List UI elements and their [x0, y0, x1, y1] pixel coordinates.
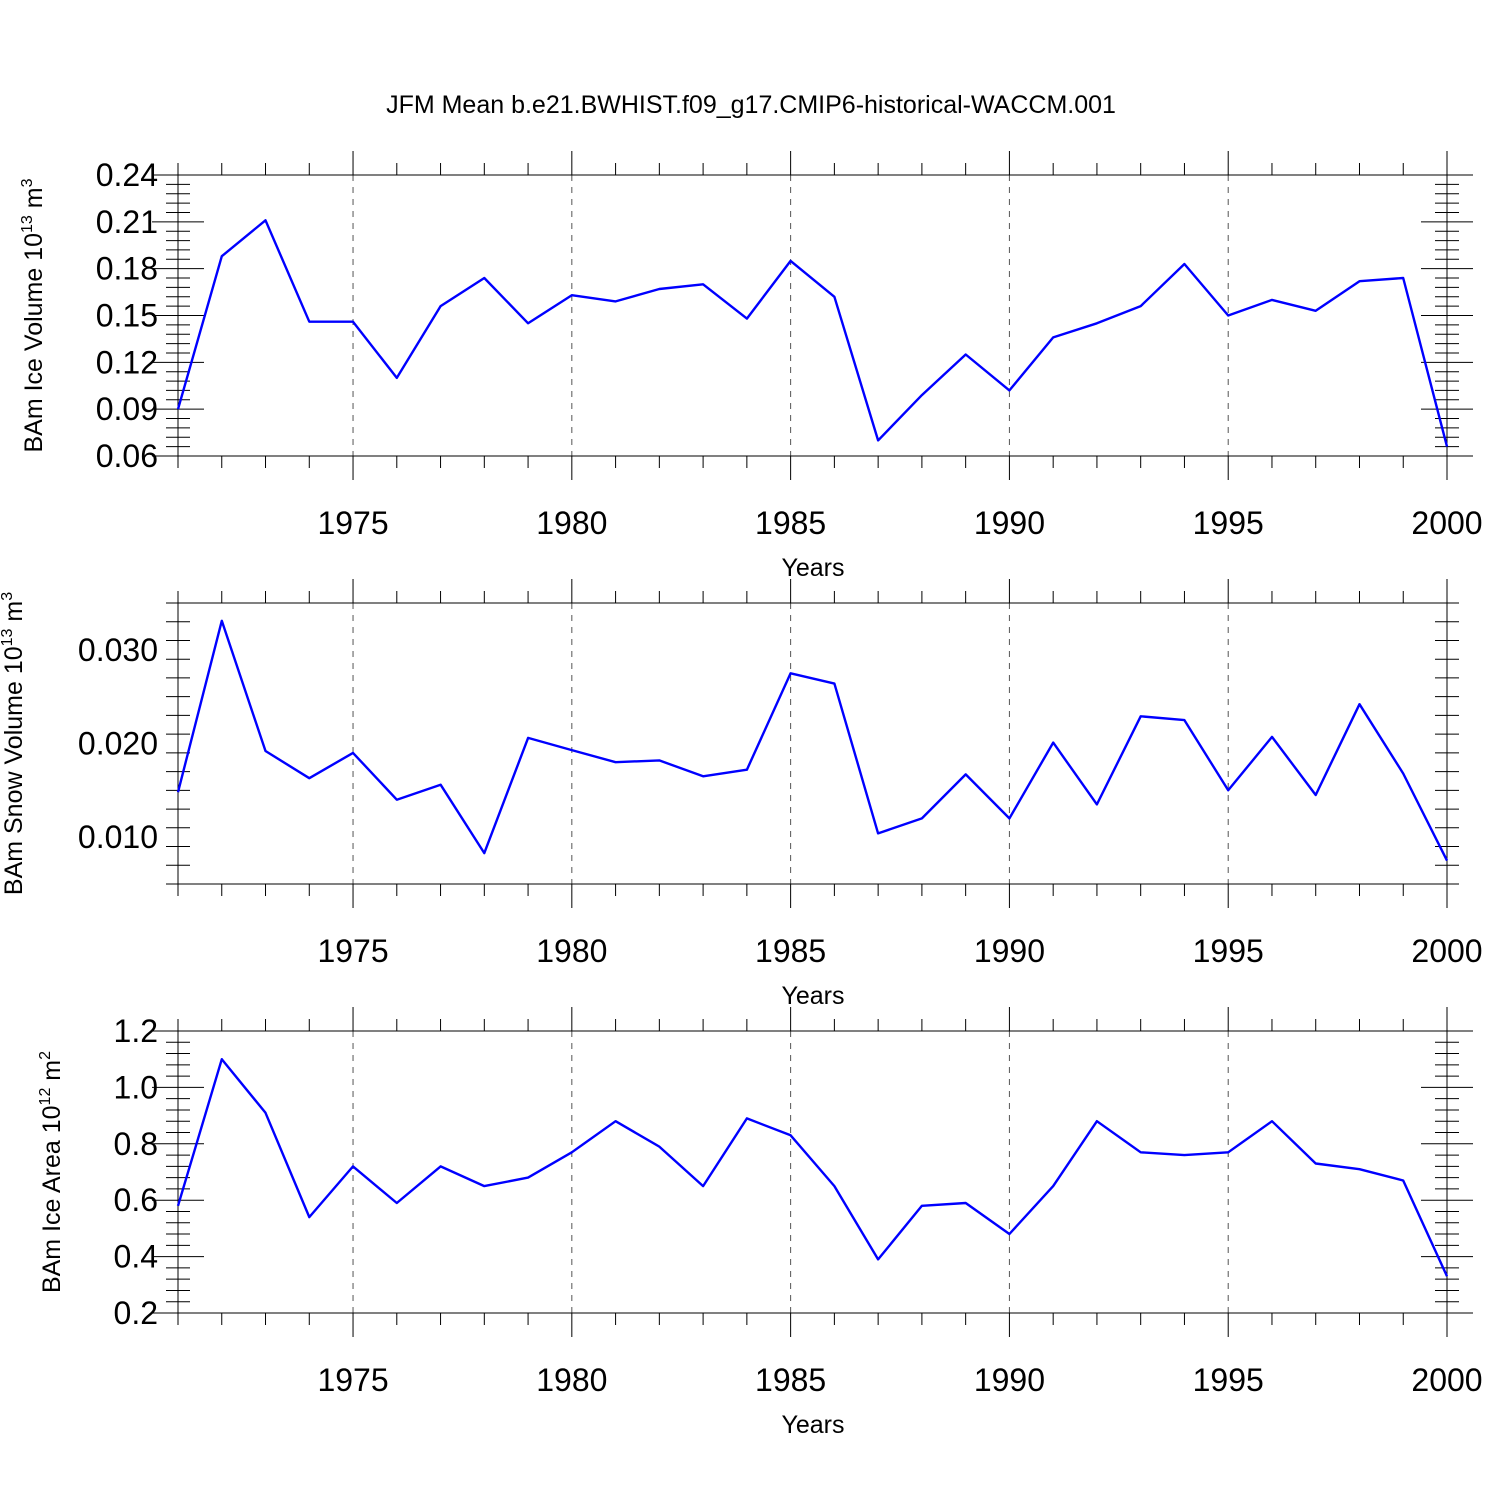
y-axis-title-unit-exponent: 3 [19, 178, 36, 187]
x-axis-title: Years [781, 982, 844, 1010]
x-tick-label: 1990 [974, 1362, 1045, 1398]
panel-ice-volume: 0.06 0.09 0.12 0.15 0.18 0.21 0.24 1975 1980 1985… [19, 151, 1483, 582]
y-tick-label: 0.06 [96, 438, 158, 474]
y-tick-label: 0.4 [114, 1239, 158, 1275]
y-axis-title-unit: m [0, 601, 28, 629]
x-tick-label: 1985 [755, 1362, 826, 1398]
chart-title: JFM Mean b.e21.BWHIST.f09_g17.CMIP6-hist… [386, 91, 1116, 119]
x-tick-label: 1980 [536, 933, 607, 969]
x-tick-label: 1980 [536, 1362, 607, 1398]
chart-panels: 0.06 0.09 0.12 0.15 0.18 0.21 0.24 1975 1980 1985… [0, 151, 1483, 1439]
y-axis-title: BAm Ice Volume 1013 m3 [19, 178, 48, 452]
y-axis-title: BAm Ice Area 1012 m2 [37, 1051, 66, 1293]
y-tick-label: 0.6 [114, 1182, 158, 1218]
y-axis-title-exponent: 13 [19, 215, 36, 233]
x-tick-label: 1995 [1193, 933, 1264, 969]
x-tick-label: 1975 [317, 1362, 388, 1398]
y-tick-label: 0.12 [96, 344, 158, 380]
y-axis-title-unit: m [38, 1060, 66, 1088]
x-axis-title: Years [781, 1411, 844, 1439]
x-tick-label: 2000 [1411, 505, 1482, 541]
plot-frame [177, 1030, 1448, 1314]
y-axis-title-unit: m [20, 187, 48, 215]
y-tick-label: 0.030 [78, 632, 158, 668]
y-tick-label: 1.0 [114, 1069, 158, 1105]
plot-frame [177, 174, 1448, 457]
y-tick-label: 0.010 [78, 819, 158, 855]
y-axis-title-text: BAm Ice Volume 10 [20, 233, 48, 453]
series-line-ice-volume [176, 219, 1449, 447]
y-tick-label: 0.09 [96, 391, 158, 427]
y-axis-title-unit-exponent: 2 [37, 1051, 54, 1060]
series-line-snow-volume [176, 619, 1449, 862]
plot-frame [177, 602, 1448, 885]
y-axis-title-text: BAm Snow Volume 10 [0, 646, 28, 895]
x-tick-label: 1985 [755, 505, 826, 541]
x-tick-label: 1985 [755, 933, 826, 969]
panel-snow-volume: 0.010 0.020 0.030 1975 1980 1985 1990 1995 2000 Y… [0, 579, 1483, 1010]
y-tick-label: 0.020 [78, 726, 158, 762]
x-tick-label: 1975 [317, 505, 388, 541]
x-tick-label: 1975 [317, 933, 388, 969]
y-tick-label: 0.2 [114, 1295, 158, 1331]
x-tick-label: 1980 [536, 505, 607, 541]
series-line-ice-area [176, 1057, 1449, 1277]
y-tick-label: 0.21 [96, 204, 158, 240]
y-tick-label: 1.2 [114, 1013, 158, 1049]
x-tick-label: 1995 [1193, 505, 1264, 541]
x-tick-label: 1990 [974, 505, 1045, 541]
x-tick-label: 2000 [1411, 933, 1482, 969]
x-tick-label: 1990 [974, 933, 1045, 969]
y-axis-title-exponent: 12 [37, 1088, 54, 1106]
y-axis-title-unit-exponent: 3 [0, 592, 16, 601]
y-axis-title-text: BAm Ice Area 10 [38, 1105, 66, 1293]
y-tick-label: 0.8 [114, 1126, 158, 1162]
y-axis-title: BAm Snow Volume 1013 m3 [0, 592, 28, 895]
y-tick-label: 0.24 [96, 157, 158, 193]
y-tick-label: 0.18 [96, 251, 158, 287]
panel-ice-area: 0.2 0.4 0.6 0.8 1.0 1.2 1975 1980 1985 1990 1995 20… [37, 1007, 1483, 1439]
x-axis-title: Years [781, 554, 844, 582]
x-tick-label: 1995 [1193, 1362, 1264, 1398]
x-tick-label: 2000 [1411, 1362, 1482, 1398]
y-tick-label: 0.15 [96, 298, 158, 334]
y-axis-title-exponent: 13 [0, 628, 16, 646]
